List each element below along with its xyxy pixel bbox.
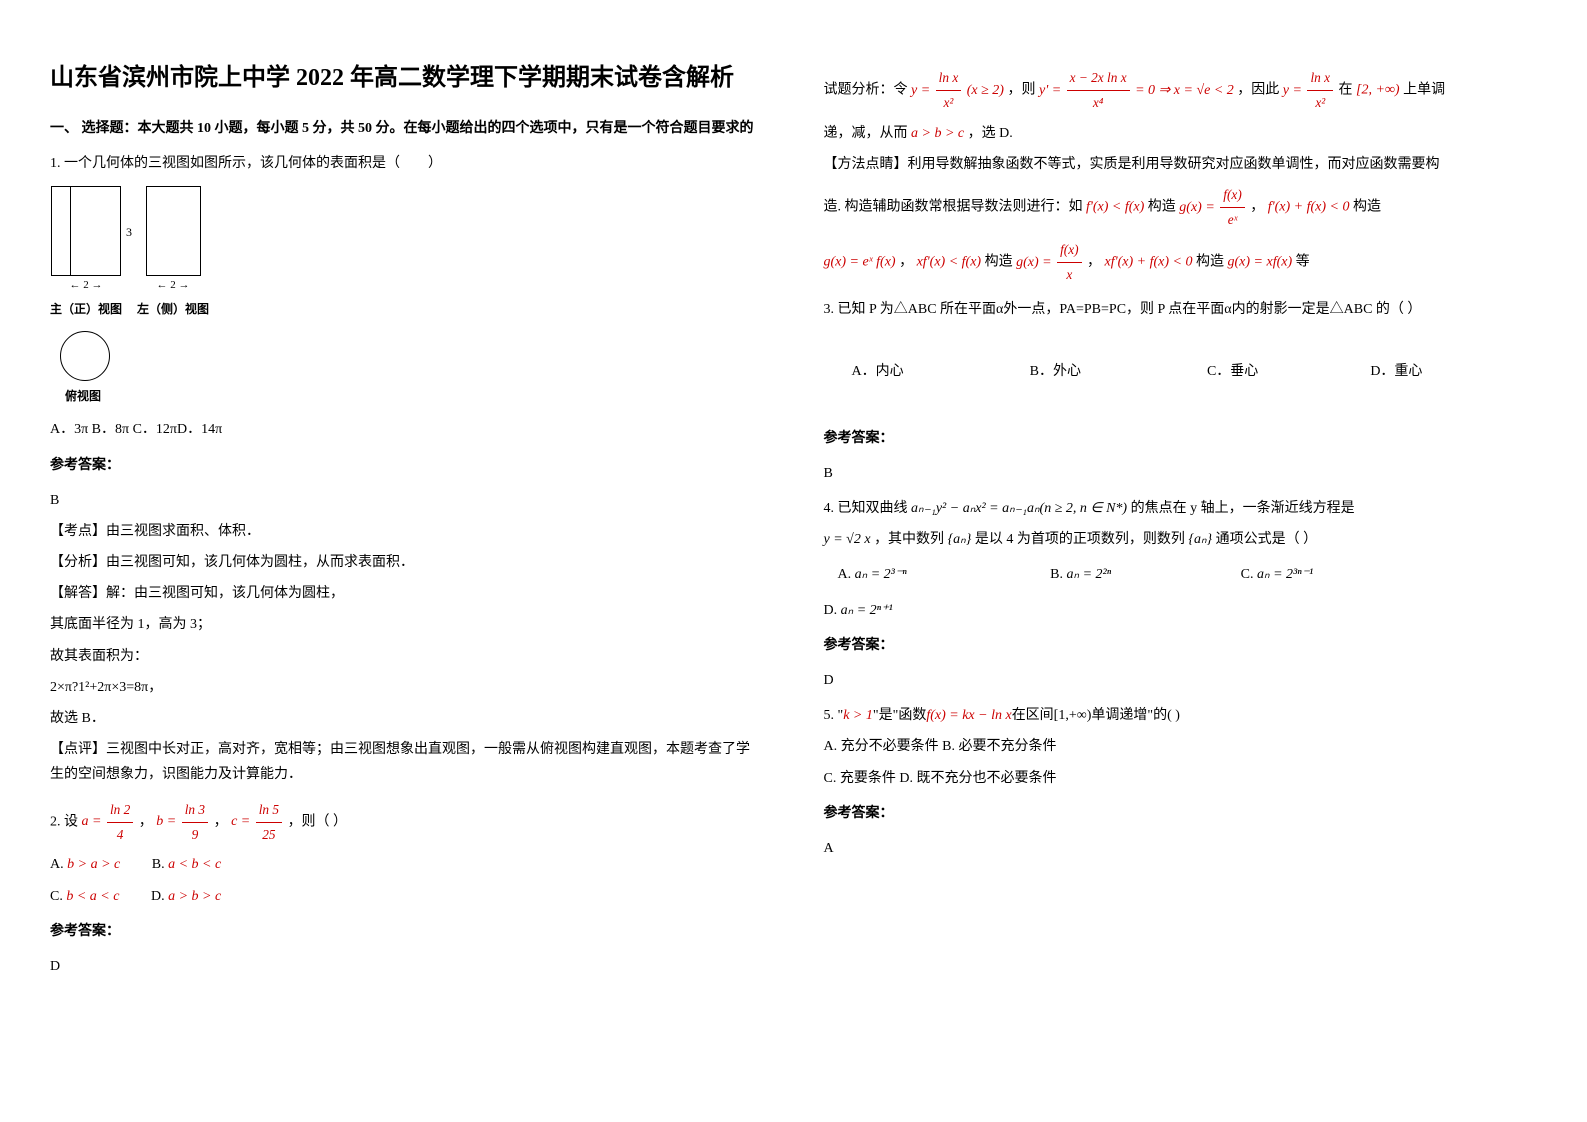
q1-exp8: 【点评】三视图中长对正，高对齐，宽相等；由三视图想象出直观图，一般需从俯视图构建… (50, 737, 764, 787)
q1-exp5: 故其表面积为： (50, 644, 764, 669)
q2-c-formula: c = ln 525 (231, 814, 288, 829)
q1-exp4: 其底面半径为 1，高为 3； (50, 612, 764, 637)
q5-text: 5. "k > 1"是"函数f(x) = kx − ln x在区间[1,+∞)单… (824, 703, 1538, 728)
q1-answer-label: 参考答案： (50, 453, 764, 478)
method-line2: 造. 构造辅助函数常根据导数法则进行：如 f'(x) < f(x) 构造 g(x… (824, 183, 1538, 232)
q4-answer: D (824, 668, 1538, 693)
front-view-box: 3 (51, 186, 121, 276)
dim-2-side: ← 2 → (157, 276, 190, 296)
q2-answer: D (50, 954, 764, 979)
dim-2-front: ← 2 → (70, 276, 103, 296)
q3-options: A．内心 B．外心 C．垂心 D．重心 (824, 359, 1538, 384)
q1-exp3: 【解答】解：由三视图可知，该几何体为圆柱， (50, 581, 764, 606)
q5-answer-label: 参考答案： (824, 801, 1538, 826)
q4-line2: y = √2 x ，其中数列 {aₙ} 是以 4 为首项的正项数列，则数列 {a… (824, 527, 1538, 552)
q4-answer-label: 参考答案： (824, 633, 1538, 658)
q1-options: A．3π B．8π C．12πD．14π (50, 417, 764, 442)
q1-exp2: 【分析】由三视图可知，该几何体为圆柱，从而求表面积． (50, 550, 764, 575)
q5-answer: A (824, 836, 1538, 861)
q5-options-cd: C. 充要条件 D. 既不充分也不必要条件 (824, 766, 1538, 791)
q1-exp6: 2×π?1²+2π×3=8π， (50, 675, 764, 700)
front-view-label: 主（正）视图 (50, 299, 122, 321)
q1-answer: B (50, 488, 764, 513)
side-view-label: 左（侧）视图 (137, 299, 209, 321)
q3-answer-label: 参考答案： (824, 426, 1538, 451)
dim-3: 3 (126, 222, 132, 244)
q3-answer: B (824, 461, 1538, 486)
q5-options-ab: A. 充分不必要条件 B. 必要不充分条件 (824, 734, 1538, 759)
q3-text: 3. 已知 P 为△ABC 所在平面α外一点，PA=PB=PC，则 P 点在平面… (824, 297, 1538, 322)
q2-a-formula: a = ln 24 (82, 814, 139, 829)
q2-options-row1: A. b > a > c B. a < b < c (50, 852, 764, 877)
question-4: 4. 已知双曲线 aₙ₋₁y² − aₙx² = aₙ₋₁aₙ(n ≥ 2, n… (824, 496, 1538, 693)
q2-prefix: 2. 设 (50, 814, 78, 829)
q2-analysis-line1: 试题分析：令 y = ln xx² (x ≥ 2) ，则 y' = x − 2x… (824, 66, 1538, 115)
three-view-diagram: 3 ← 2 → 主（正）视图 ← 2 → 左（侧）视图 俯视图 (50, 186, 764, 407)
method-line3: g(x) = eˣ f(x) ， xf'(x) < f(x) 构造 g(x) =… (824, 238, 1538, 287)
question-5: 5. "k > 1"是"函数f(x) = kx − ln x在区间[1,+∞)单… (824, 703, 1538, 861)
q4-options-row2: D. aₙ = 2ⁿ⁺¹ (824, 598, 1538, 623)
top-view-circle (60, 331, 110, 381)
top-view-label: 俯视图 (65, 386, 764, 408)
page-title: 山东省滨州市院上中学 2022 年高二数学理下学期期末试卷含解析 (50, 60, 764, 96)
question-2: 2. 设 a = ln 24 ， b = ln 39 ， c = ln 525 … (50, 798, 764, 980)
q2-analysis-line2: 递，减，从而 a > b > c ，选 D. (824, 121, 1538, 146)
question-3: 3. 已知 P 为△ABC 所在平面α外一点，PA=PB=PC，则 P 点在平面… (824, 297, 1538, 486)
method-line1: 【方法点睛】利用导数解抽象函数不等式，实质是利用导数研究对应函数单调性，而对应函… (824, 152, 1538, 177)
q4-line1: 4. 已知双曲线 aₙ₋₁y² − aₙx² = aₙ₋₁aₙ(n ≥ 2, n… (824, 496, 1538, 521)
q2-text: 2. 设 a = ln 24 ， b = ln 39 ， c = ln 525 … (50, 798, 764, 847)
q1-exp1: 【考点】由三视图求面积、体积． (50, 519, 764, 544)
q1-text: 1. 一个几何体的三视图如图所示，该几何体的表面积是（ ） (50, 151, 764, 176)
q4-options-row1: A. aₙ = 2³⁻ⁿ B. aₙ = 2²ⁿ C. aₙ = 2³ⁿ⁻¹ (824, 562, 1538, 587)
side-view-box (146, 186, 201, 276)
q1-exp7: 故选 B． (50, 706, 764, 731)
q2-answer-label: 参考答案： (50, 919, 764, 944)
q2-b-formula: b = ln 39 (156, 814, 213, 829)
section-header: 一、 选择题：本大题共 10 小题，每小题 5 分，共 50 分。在每小题给出的… (50, 116, 764, 141)
q2-options-row2: C. b < a < c D. a > b > c (50, 884, 764, 909)
q2-suffix: ，则（ ） (288, 814, 348, 829)
question-1: 1. 一个几何体的三视图如图所示，该几何体的表面积是（ ） 3 ← 2 → 主（… (50, 151, 764, 787)
